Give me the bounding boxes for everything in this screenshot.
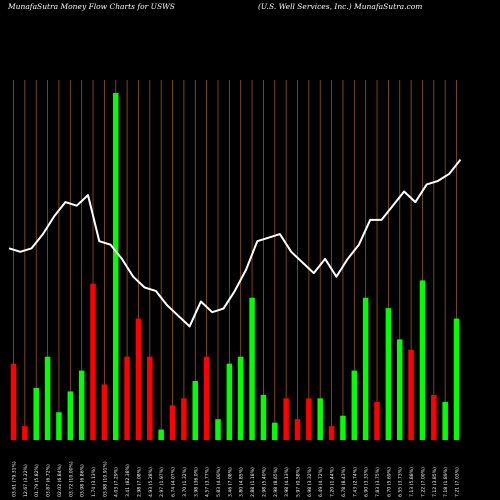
x-tick-label: 5.97 (0.58%) — [296, 467, 302, 497]
x-tick-label: 1.74 (3.13%) — [91, 467, 97, 497]
x-tick-label: 2.98 (7.08%) — [136, 467, 142, 497]
x-tick-label: 3.80 (4.85%) — [239, 467, 245, 497]
outflow-bar — [90, 283, 96, 440]
inflow-bar — [396, 339, 403, 440]
inflow-bar — [317, 398, 323, 440]
x-tick-label: 03.61 (79.31%) — [12, 461, 18, 497]
outflow-bar — [10, 363, 17, 440]
x-tick-label: 2.88 (1.18%) — [250, 467, 256, 497]
x-tick-label: 7.18 (1.89%) — [443, 467, 449, 497]
x-tick-label: 03.72 (10.00%) — [68, 461, 74, 497]
outflow-bar — [294, 419, 301, 440]
x-tick-label: 2.98 (5.40%) — [261, 467, 267, 497]
inflow-bar — [362, 297, 369, 440]
inflow-bar — [67, 391, 74, 440]
x-tick-label: 7.13 (5.88%) — [409, 467, 415, 497]
outflow-bar — [181, 398, 187, 440]
outflow-bar — [124, 356, 130, 440]
inflow-bar — [351, 370, 358, 440]
outflow-bar — [408, 349, 414, 440]
outflow-bar — [306, 398, 312, 440]
x-tick-label: 6.70 (5.69%) — [386, 467, 392, 497]
inflow-bar — [33, 387, 39, 440]
x-tick-label: 7.22 (7.00%) — [420, 467, 426, 497]
outflow-bar — [374, 401, 380, 440]
x-tick-label: 4.93 (5.28%) — [148, 467, 154, 497]
inflow-bar — [78, 370, 85, 440]
inflow-bar — [385, 308, 392, 440]
inflow-bar — [44, 356, 51, 440]
x-tick-label: 7.20 (1.44%) — [330, 467, 336, 497]
outflow-bar — [431, 394, 437, 440]
inflow-bar — [56, 412, 62, 440]
x-tick-label: 3.98 (36.0%) — [193, 467, 199, 497]
x-tick-label: 01.79 (5.82%) — [34, 464, 40, 497]
inflow-bar — [226, 363, 233, 440]
x-tick-label: 6.74 (4.07%) — [171, 467, 177, 497]
outflow-bar — [169, 405, 176, 440]
x-tick-label: 03.88 (10.91%) — [102, 461, 108, 497]
inflow-bar — [192, 381, 199, 440]
inflow-bar — [442, 401, 448, 440]
x-tick-label: 7.83 (3.75%) — [375, 467, 381, 497]
inflow-bar — [112, 93, 119, 440]
outflow-bar — [135, 318, 142, 440]
outflow-bar — [147, 356, 153, 440]
x-tick-label: 03.87 (6.72%) — [46, 464, 52, 497]
x-tick-label: 3.46 (7.08%) — [227, 467, 233, 497]
x-tick-label: 2.98 (8.65%) — [273, 467, 279, 497]
x-tick-label: 4.03 (7.29%) — [114, 467, 120, 497]
inflow-bar — [340, 415, 346, 440]
x-tick-label: 03.98 (6.86%) — [80, 464, 86, 497]
x-tick-label: 7.43 (2.74%) — [352, 467, 358, 497]
chart-subtitle: (U.S. Well Services, Inc.) MunafaSutra.c… — [258, 2, 423, 11]
chart-title: MunafaSutra Money Flow Charts for USWS — [8, 2, 175, 11]
x-tick-label: 3.98 (4.13%) — [284, 467, 290, 497]
outflow-bar — [328, 426, 335, 440]
x-tick-label: 4.57 (3.77%) — [205, 467, 211, 497]
price-line — [8, 158, 462, 328]
x-tick-label: 6.78 (8.43%) — [341, 467, 347, 497]
x-tick-label: 6.55 (3.73%) — [398, 467, 404, 497]
inflow-bar — [419, 280, 426, 440]
x-tick-label: 7.21 (7.03%) — [455, 467, 461, 497]
x-tick-label: 5.83 (4.00%) — [216, 467, 222, 497]
bars — [10, 93, 460, 440]
inflow-bar — [249, 297, 255, 440]
x-tick-label: 02.02 (6.84%) — [57, 464, 63, 497]
inflow-bar — [158, 429, 164, 440]
outflow-bar — [22, 426, 28, 440]
x-tick-label: 12.67 (3.22%) — [23, 464, 29, 497]
inflow-bar — [453, 318, 460, 440]
x-tick-label: 7.12 (3.85%) — [432, 467, 438, 497]
x-tick-label: 3.70 (1.32%) — [182, 467, 188, 497]
x-tick-label: 6.98 (3.32%) — [307, 467, 313, 497]
x-tick-label: 6.49 (4.72%) — [318, 467, 324, 497]
x-axis-labels: 03.61 (79.31%) 12.67 (3.22%) 01.79 (5.82%)… — [12, 461, 461, 497]
x-tick-label: 2.97 (1.97%) — [159, 467, 165, 497]
outflow-bar — [203, 356, 210, 440]
outflow-bar — [283, 398, 289, 440]
inflow-bar — [260, 394, 267, 440]
inflow-bar — [237, 356, 244, 440]
inflow-bar — [272, 422, 278, 440]
x-tick-label: 3.41 (82.38%) — [125, 464, 131, 497]
x-tick-label: 6.90 (3.33%) — [364, 467, 370, 497]
inflow-bar — [215, 419, 221, 440]
outflow-bar — [101, 384, 108, 440]
